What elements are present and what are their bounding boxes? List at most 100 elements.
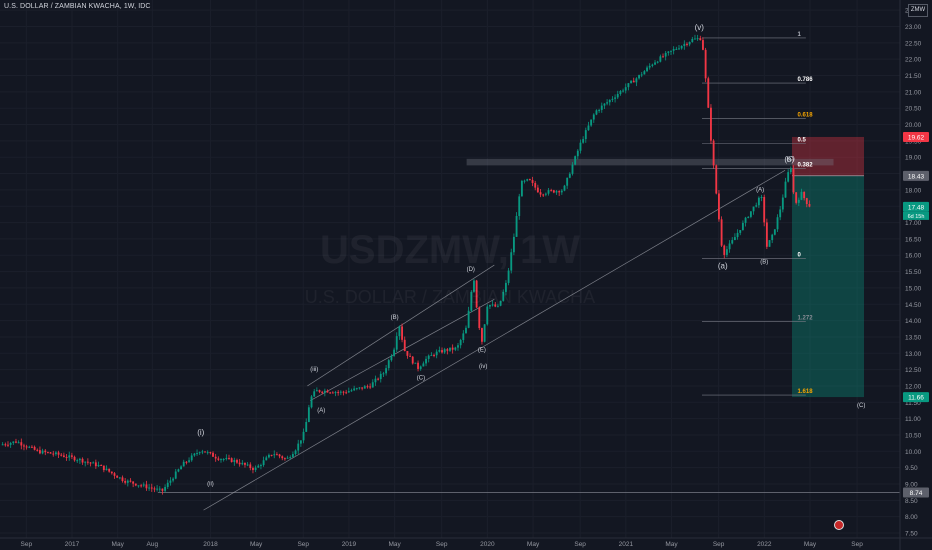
- candle-body: [355, 388, 358, 390]
- candle-body: [528, 179, 531, 181]
- wave-label: (v): [695, 23, 705, 32]
- candle-body: [566, 177, 569, 186]
- price-tick-label: 17.00: [905, 220, 922, 227]
- candle-body: [725, 249, 728, 255]
- fib-level-label: 0.5: [798, 137, 807, 143]
- candle-body: [241, 462, 244, 465]
- candle-body: [92, 462, 95, 464]
- time-tick-label: 2020: [480, 541, 495, 548]
- candle-body: [174, 471, 177, 479]
- candle-body: [741, 222, 744, 231]
- candle-body: [688, 42, 691, 45]
- candle-body: [542, 194, 545, 196]
- candle-body: [15, 441, 17, 443]
- candle-body: [379, 373, 382, 380]
- price-tick-label: 9.50: [905, 465, 918, 472]
- fib-level-label: 1: [798, 32, 802, 38]
- candle-body: [33, 446, 36, 450]
- price-label-bg: [903, 392, 929, 403]
- candle-body: [683, 43, 686, 46]
- candle-body: [190, 455, 193, 461]
- candle-body: [531, 180, 534, 184]
- candle-body: [20, 442, 23, 446]
- candle-body: [723, 245, 726, 255]
- candle-body: [638, 75, 640, 79]
- trendline: [203, 169, 786, 511]
- price-tick-label: 22.50: [905, 40, 922, 47]
- candle-body: [337, 392, 340, 394]
- candle-body: [331, 392, 334, 394]
- economic-event-flag-icon[interactable]: [834, 520, 844, 530]
- candle-body: [789, 168, 792, 173]
- price-tick-label: 23.00: [905, 24, 922, 31]
- price-label-bg: [903, 201, 929, 212]
- candle-body: [422, 363, 425, 367]
- candle-body: [363, 386, 366, 389]
- candle-body: [670, 50, 672, 52]
- candle-body: [797, 199, 800, 203]
- candle-body: [582, 139, 585, 143]
- candle-body: [499, 300, 502, 306]
- candle-body: [134, 483, 137, 486]
- time-tick-label: May: [250, 541, 263, 548]
- candle-body: [733, 237, 736, 241]
- candle-body: [246, 464, 249, 466]
- candle-body: [536, 187, 539, 193]
- candle-body: [310, 396, 313, 408]
- candle-body: [425, 358, 427, 364]
- candle-body: [315, 390, 318, 392]
- candle-body: [486, 306, 489, 325]
- candle-body: [76, 460, 79, 462]
- price-tick-label: 12.00: [905, 383, 922, 390]
- fibonacci-levels: 1 0.786 0.618 0.5 0.382 0 1.272 1.618: [702, 32, 813, 396]
- candle-body: [675, 48, 678, 50]
- currency-button[interactable]: ZMW: [908, 4, 928, 17]
- candle-body: [632, 80, 635, 83]
- price-tick-label: 15.50: [905, 269, 922, 276]
- candle-body: [731, 240, 734, 244]
- candle-body: [169, 480, 172, 483]
- candle-body: [28, 446, 31, 448]
- candle-body: [757, 197, 760, 206]
- candle-body: [539, 192, 542, 195]
- candle-body: [749, 211, 752, 217]
- candle-body: [342, 391, 345, 393]
- candle-body: [140, 485, 143, 487]
- price-axis: 7.50 8.00 8.50 9.00 9.50 10.00 10.50 11.00 11.50…: [899, 0, 922, 550]
- price-label: 8.74: [910, 490, 923, 497]
- candle-body: [547, 190, 550, 194]
- candle-body: [185, 461, 188, 463]
- candle-body: [598, 109, 601, 111]
- candle-body: [153, 488, 156, 490]
- time-tick-label: Sep: [851, 541, 863, 548]
- candle-body: [648, 65, 651, 68]
- candle-body: [555, 191, 558, 193]
- candle-body: [496, 305, 499, 307]
- candle-body: [137, 485, 140, 487]
- candle-body: [201, 451, 204, 453]
- candle-body: [438, 350, 441, 352]
- candle-body: [275, 454, 278, 456]
- candle-body: [414, 362, 417, 364]
- candle-body: [124, 480, 127, 483]
- candle-body: [158, 488, 161, 490]
- candle-body: [781, 197, 784, 210]
- candle-body: [502, 291, 505, 301]
- take-profit-zone: [792, 175, 864, 398]
- candle-body: [694, 38, 696, 40]
- wave-label: (B): [760, 259, 768, 265]
- candle-body: [52, 453, 55, 455]
- candle-body: [712, 140, 715, 166]
- candle-body: [44, 450, 47, 453]
- candle-body: [350, 390, 353, 392]
- price-tick-label: 16.50: [905, 236, 922, 243]
- candle-body: [800, 191, 803, 200]
- candle-body: [441, 350, 443, 353]
- candle-body: [102, 465, 105, 471]
- candle-body: [635, 78, 638, 83]
- candle-body: [214, 456, 217, 459]
- candle-body: [409, 355, 411, 357]
- candle-body: [611, 98, 614, 100]
- candle-body: [659, 56, 662, 62]
